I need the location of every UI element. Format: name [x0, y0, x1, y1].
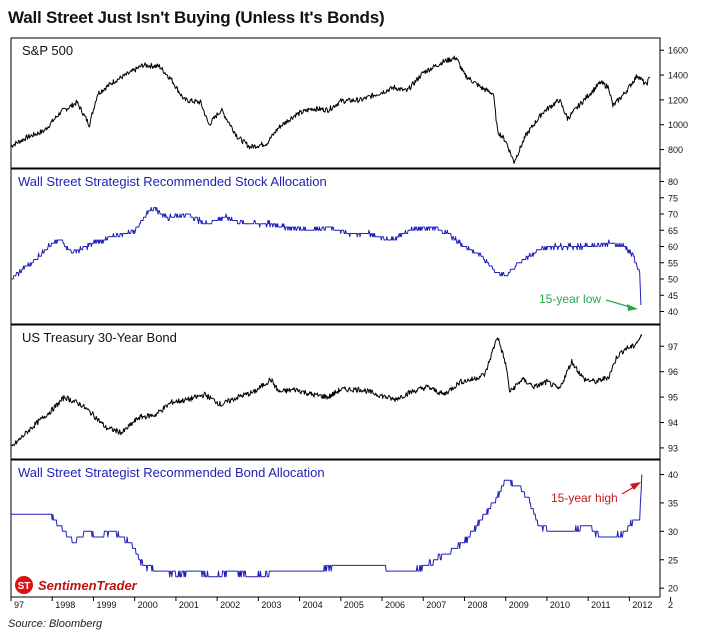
- y-tick-label: 97: [668, 342, 678, 352]
- annotation-15-year-low: 15-year low: [539, 292, 601, 306]
- y-tick-label: 1400: [668, 71, 688, 81]
- x-tick-label: 2009: [509, 600, 529, 610]
- y-tick-label: 55: [668, 258, 678, 268]
- series-line-bond-allocation: [11, 474, 643, 578]
- y-tick-label: 94: [668, 418, 678, 428]
- x-tick-label: 2008: [467, 600, 487, 610]
- annotation-low-arrow: [605, 299, 631, 308]
- panel-frame: [10, 459, 661, 598]
- panel-title: S&P 500: [22, 43, 73, 58]
- x-tick-label: 97: [14, 600, 24, 610]
- y-tick-label: 30: [668, 527, 678, 537]
- y-tick-label: 96: [668, 367, 678, 377]
- x-tick-label: 2011: [591, 600, 610, 610]
- source-note: Source: Bloomberg: [8, 618, 103, 630]
- x-tick-label: 2006: [385, 600, 405, 610]
- series-line-treasury-bond: [10, 334, 643, 447]
- chart-title: Wall Street Just Isn't Buying (Unless It…: [8, 8, 385, 27]
- x-tick-label: 2005: [344, 600, 364, 610]
- sentimentrader-logo: ST SentimenTrader: [15, 576, 138, 594]
- panel-treasury-bond: 93 94 95 96 97 US Treasury 30-Year Bond: [10, 324, 678, 460]
- panel-frame: [10, 37, 661, 169]
- x-tick-label: 2010: [550, 600, 570, 610]
- x-tick-label: 1999: [96, 600, 116, 610]
- y-tick-label: 25: [668, 555, 678, 565]
- annotation-high-arrowhead: [630, 482, 641, 490]
- y-tick-label: 80: [668, 177, 678, 187]
- y-tick-label: 1200: [668, 95, 688, 105]
- y-tick-label: 40: [668, 307, 678, 317]
- panel-frame: [10, 324, 661, 460]
- panel-title: US Treasury 30-Year Bond: [22, 330, 177, 345]
- x-tick-label: 1998: [55, 600, 75, 610]
- x-tick-label: 2004: [303, 600, 323, 610]
- panel-bond-allocation: 20 25 30 35 40 Wall Street Strategist Recomme…: [10, 459, 678, 598]
- annotation-low-arrowhead: [627, 304, 638, 311]
- y-tick-label: 93: [668, 443, 678, 453]
- y-tick-label: 45: [668, 291, 678, 301]
- svg-text:ST: ST: [18, 581, 31, 592]
- x-tick-label: 2012: [632, 600, 652, 610]
- y-tick-label: 50: [668, 275, 678, 285]
- annotation-15-year-high: 15-year high: [551, 491, 618, 505]
- logo-mark: [15, 576, 33, 594]
- y-tick-label: 75: [668, 193, 678, 203]
- series-line-stock-allocation: [11, 207, 642, 306]
- logo-text: SentimenTrader: [38, 578, 138, 593]
- x-tick-label: 2001: [179, 600, 199, 610]
- panel-title: Wall Street Strategist Recommended Stock…: [18, 174, 327, 189]
- x-tick-label: 2: [668, 600, 673, 610]
- x-tick-label: 2007: [426, 600, 446, 610]
- y-tick-label: 1000: [668, 120, 688, 130]
- y-tick-label: 800: [668, 145, 683, 155]
- x-tick-label: 2003: [261, 600, 281, 610]
- panel-title: Wall Street Strategist Recommended Bond …: [18, 465, 325, 480]
- annotation-high-arrow: [621, 486, 635, 495]
- panel-sp500: 800 1000 1200 1400 1600 S&P 500: [10, 37, 688, 169]
- y-tick-label: 40: [668, 470, 678, 480]
- y-tick-label: 1600: [668, 46, 688, 56]
- panel-stock-allocation: 40 45 50 55 60 65 70 75 80 Wall Street Strategist…: [10, 168, 678, 325]
- y-tick-label: 35: [668, 498, 678, 508]
- y-tick-label: 60: [668, 242, 678, 252]
- y-tick-label: 65: [668, 226, 678, 236]
- y-tick-label: 20: [668, 584, 678, 594]
- series-line-sp500: [10, 55, 651, 164]
- y-tick-label: 95: [668, 393, 678, 403]
- y-tick-label: 70: [668, 210, 678, 220]
- x-tick-label: 2000: [138, 600, 158, 610]
- x-tick-label: 2002: [220, 600, 240, 610]
